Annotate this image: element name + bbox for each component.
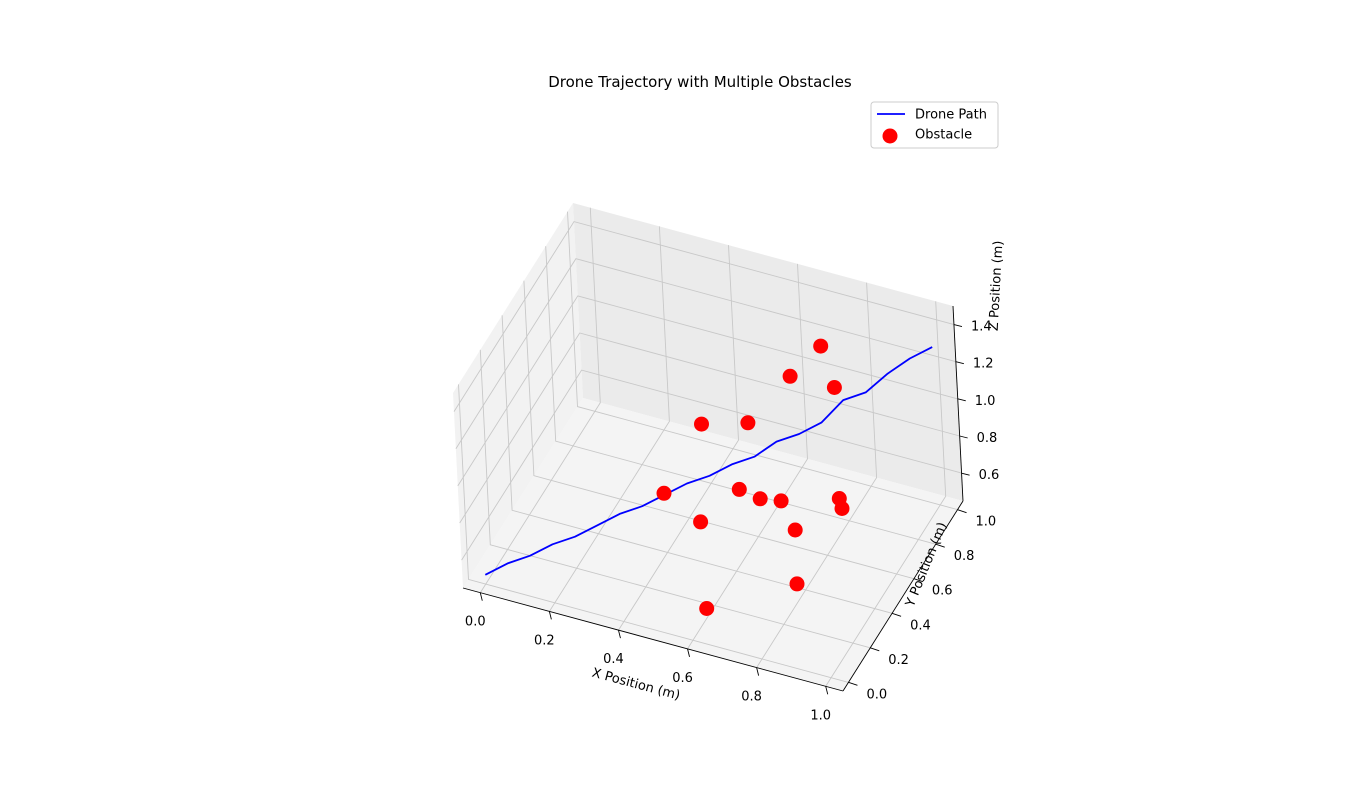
axis-lines <box>462 305 964 692</box>
z-tick-mark <box>961 472 970 476</box>
y-tick-label: 1.0 <box>976 515 997 530</box>
legend-marker-swatch <box>882 128 898 144</box>
y-tick-mark <box>913 578 924 583</box>
gridline-y <box>479 349 871 649</box>
gridline-z <box>455 258 957 449</box>
y-tick-mark <box>870 647 880 652</box>
obstacle-point <box>787 522 803 538</box>
x-tick-label: 0.2 <box>534 633 555 648</box>
gridline-y <box>501 315 893 614</box>
obstacle-point <box>826 380 842 395</box>
x-tick-mark <box>548 611 552 620</box>
obstacle-point <box>831 491 847 506</box>
obstacle-point <box>752 491 768 507</box>
legend-label-obstacle: Obstacle <box>915 128 972 143</box>
legend: Drone Path Obstacle <box>870 101 999 149</box>
z-tick-label: 0.8 <box>977 431 998 446</box>
z-tick-label: 1.2 <box>973 357 994 372</box>
z-axis-line <box>952 305 964 502</box>
x-tick-mark <box>756 667 760 676</box>
y-tick-label: 0.2 <box>888 653 909 668</box>
obstacle-point <box>773 493 789 509</box>
gridline-y <box>567 211 958 511</box>
x-tick-mark <box>687 648 690 657</box>
gridline-y <box>545 246 936 545</box>
obstacle-point <box>694 416 709 432</box>
x-tick-label: 0.0 <box>465 615 486 630</box>
x-tick-mark <box>479 592 483 601</box>
y-tick-label: 0.8 <box>954 549 975 564</box>
z-tick-label: 1.4 <box>971 320 992 335</box>
obstacle-point <box>740 415 756 431</box>
pane-floor <box>463 398 963 691</box>
x-tick-label: 0.6 <box>672 671 693 686</box>
y-tick-label: 0.0 <box>866 687 887 702</box>
z-tick-mark <box>959 435 968 439</box>
x-tick-label: 0.4 <box>603 652 624 667</box>
gridline-x <box>549 226 670 612</box>
gridline-y <box>458 384 849 683</box>
axis-ticks: 0.0 0.2 0.4 0.6 0.8 1.0 0.0 0.2 0.4 0.6 0.8 1.0 0.6 0… <box>465 320 999 724</box>
y-axis-line <box>842 500 964 692</box>
data-marks <box>484 338 933 616</box>
x-axis-line <box>462 587 844 692</box>
y-tick-mark <box>848 681 858 686</box>
z-axis-label: Z Position (m) <box>987 240 1007 331</box>
gridline-z <box>453 221 955 412</box>
y-tick-label: 0.6 <box>932 584 953 599</box>
gridline-x <box>756 282 878 668</box>
z-tick-mark <box>953 324 963 328</box>
gridline-y <box>523 280 915 580</box>
gridline-z <box>459 332 960 524</box>
drone-path-line <box>484 346 933 576</box>
y-tick-mark <box>935 543 945 548</box>
z-tick-mark <box>957 398 966 402</box>
gridline-z <box>461 369 962 561</box>
chart-title: Drone Trajectory with Multiple Obstacles <box>548 73 852 91</box>
y-tick-label: 0.4 <box>910 618 931 633</box>
obstacle-point <box>789 576 805 592</box>
z-tick-mark <box>955 361 964 365</box>
gridline-x <box>825 301 947 687</box>
y-tick-mark <box>957 509 967 514</box>
legend-label-drone-path: Drone Path <box>915 108 987 123</box>
obstacle-point <box>693 514 709 530</box>
z-tick-label: 1.0 <box>975 394 996 409</box>
gridline-x <box>479 207 601 593</box>
gridlines <box>453 207 962 687</box>
x-tick-label: 0.8 <box>741 690 762 705</box>
obstacle-point <box>813 338 829 354</box>
obstacle-point <box>699 601 715 616</box>
x-tick-label: 1.0 <box>810 708 831 723</box>
gridline-x <box>687 263 808 650</box>
obstacle-point <box>656 485 672 501</box>
axes-panes <box>453 203 963 691</box>
gridline-x <box>618 245 739 631</box>
pane-back <box>573 203 963 501</box>
x-tick-mark <box>825 686 829 695</box>
x-tick-mark <box>618 630 621 639</box>
y-tick-mark <box>891 612 902 617</box>
z-tick-label: 0.6 <box>979 468 1000 483</box>
obstacle-point <box>731 481 747 497</box>
gridline-z <box>457 295 958 487</box>
obstacle-point <box>782 368 798 384</box>
